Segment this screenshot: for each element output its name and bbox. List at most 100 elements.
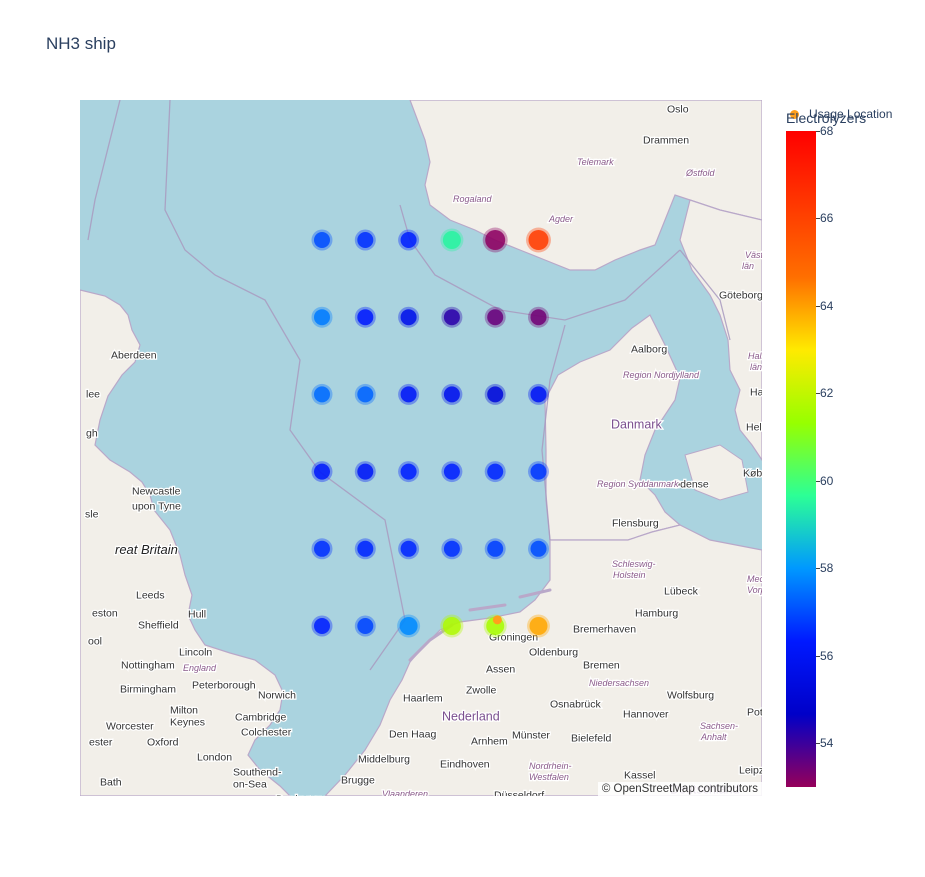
map-label: Keynes [170, 717, 205, 729]
map-label: Danmark [611, 418, 662, 432]
electrolyzer-point[interactable] [487, 309, 503, 325]
electrolyzer-point[interactable] [531, 309, 547, 325]
electrolyzer-point[interactable] [401, 386, 417, 402]
map-panel[interactable]: Oslo Drammen Telemark Østfold Rogaland Agder V… [80, 100, 762, 796]
map-label: ool [88, 636, 102, 648]
map-label: Rogaland [453, 194, 493, 204]
colorbar-tick-label: 64 [820, 299, 833, 313]
electrolyzer-point[interactable] [357, 232, 373, 248]
electrolyzer-point[interactable] [443, 231, 461, 249]
map-label: Flensburg [612, 518, 659, 530]
map-label: Nottingham [121, 660, 175, 672]
map-label: Zwolle [466, 685, 497, 697]
electrolyzer-point[interactable] [487, 464, 503, 480]
colorbar-tick-label: 62 [820, 386, 833, 400]
map-label: Lübeck [664, 586, 699, 598]
electrolyzer-point[interactable] [487, 541, 503, 557]
map-label: ester [89, 737, 113, 749]
map-label: Assen [486, 664, 515, 676]
map-label: Birmingham [120, 684, 176, 696]
map-label: Vlaanderen [382, 789, 428, 796]
map-label: Kassel [624, 770, 656, 782]
colorbar-tick-mark [816, 131, 820, 132]
electrolyzer-point[interactable] [314, 464, 330, 480]
colorbar-tick-mark [816, 218, 820, 219]
electrolyzer-point[interactable] [357, 309, 373, 325]
colorbar [786, 131, 816, 787]
map-label: Pot [747, 707, 762, 719]
map-label: Sachsen- [700, 721, 738, 731]
electrolyzer-point[interactable] [443, 617, 461, 635]
map-attribution[interactable]: © OpenStreetMap contributors [598, 782, 762, 796]
electrolyzer-point[interactable] [444, 309, 460, 325]
map-label: Bremerhaven [573, 624, 636, 636]
electrolyzer-point[interactable] [314, 386, 330, 402]
map-canvas[interactable]: Oslo Drammen Telemark Østfold Rogaland Agder V… [80, 100, 762, 796]
map-label: lee [86, 389, 100, 401]
electrolyzer-point[interactable] [529, 230, 549, 250]
electrolyzer-point[interactable] [485, 230, 505, 250]
map-label: Schleswig- [612, 559, 656, 569]
map-label: Wolfsburg [667, 690, 714, 702]
electrolyzer-point[interactable] [530, 617, 548, 635]
electrolyzer-point[interactable] [401, 309, 417, 325]
usage-location-layer [493, 615, 502, 624]
colorbar-tick-mark [816, 743, 820, 744]
map-label: län [750, 362, 762, 372]
electrolyzer-point[interactable] [357, 464, 373, 480]
map-label: Telemark [577, 157, 614, 167]
map-label: London [197, 752, 232, 764]
map-label: Westfalen [529, 772, 569, 782]
map-label: Lincoln [179, 647, 212, 659]
map-label: Oldenburg [529, 647, 578, 659]
map-label: Anhalt [700, 732, 727, 742]
map-label: Helsingb [746, 422, 762, 434]
map-label: Holstein [613, 570, 646, 580]
electrolyzer-point[interactable] [314, 618, 330, 634]
electrolyzer-point[interactable] [444, 386, 460, 402]
map-label: Hannover [623, 709, 669, 721]
electrolyzer-point[interactable] [401, 232, 417, 248]
map-label: Sheffield [138, 620, 179, 632]
map-label: upon Tyne [132, 501, 181, 513]
map-label: Worcester [106, 721, 154, 733]
map-label: Agder [548, 214, 574, 224]
map-label: Haarlem [403, 693, 443, 705]
electrolyzer-point[interactable] [444, 464, 460, 480]
map-label: Southend- [233, 767, 282, 779]
electrolyzer-point[interactable] [401, 464, 417, 480]
electrolyzer-point[interactable] [531, 464, 547, 480]
colorbar-tick-mark [816, 656, 820, 657]
map-label: Den Haag [389, 729, 436, 741]
map-label: Halla [748, 351, 762, 361]
colorbar-tick-mark [816, 568, 820, 569]
electrolyzer-point[interactable] [357, 618, 373, 634]
map-label: Hull [188, 609, 206, 621]
colorbar-tick-label: 60 [820, 474, 833, 488]
map-label: Newcastle [132, 486, 181, 498]
electrolyzer-point[interactable] [444, 541, 460, 557]
map-label: Aalborg [631, 344, 667, 356]
map-label: Region Syddanmark [597, 479, 679, 489]
electrolyzer-point[interactable] [314, 309, 330, 325]
map-label: Milton [170, 705, 198, 717]
electrolyzer-point[interactable] [531, 541, 547, 557]
usage-location-marker[interactable] [493, 615, 502, 624]
electrolyzer-point[interactable] [357, 541, 373, 557]
electrolyzer-point[interactable] [531, 386, 547, 402]
map-label: Dunkerque [276, 794, 328, 797]
map-label: Bath [100, 777, 122, 789]
map-label: eston [92, 608, 118, 620]
electrolyzer-point[interactable] [400, 617, 418, 635]
colorbar-tick-label: 54 [820, 736, 833, 750]
electrolyzer-point[interactable] [487, 386, 503, 402]
electrolyzer-point[interactable] [314, 541, 330, 557]
map-label: Oslo [667, 104, 689, 116]
colorbar-tick-label: 66 [820, 211, 833, 225]
map-label: Osnabrück [550, 699, 602, 711]
map-label: Vorpomm [747, 585, 762, 595]
electrolyzer-point[interactable] [357, 386, 373, 402]
electrolyzer-point[interactable] [314, 232, 330, 248]
map-label: Halms [750, 387, 762, 399]
electrolyzer-point[interactable] [401, 541, 417, 557]
